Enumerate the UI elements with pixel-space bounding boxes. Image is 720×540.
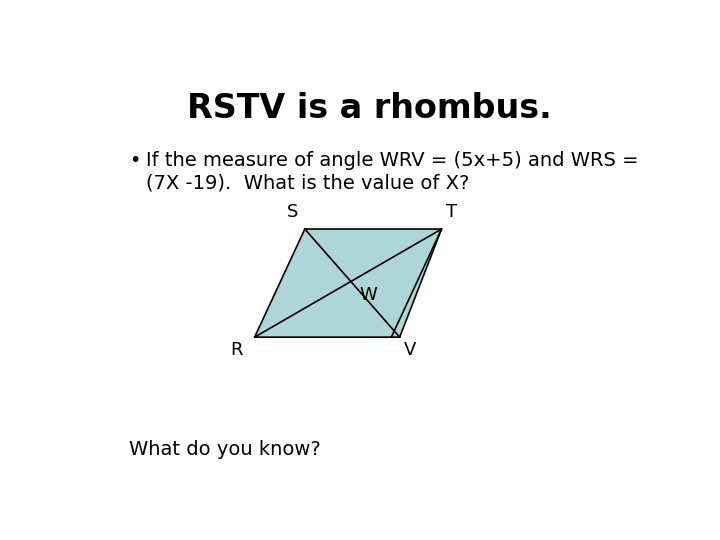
- Text: RSTV is a rhombus.: RSTV is a rhombus.: [186, 92, 552, 125]
- Polygon shape: [255, 229, 441, 337]
- Text: (7X -19).  What is the value of X?: (7X -19). What is the value of X?: [145, 174, 469, 193]
- Text: What do you know?: What do you know?: [129, 440, 321, 459]
- Text: R: R: [230, 341, 243, 359]
- Text: •: •: [129, 151, 140, 170]
- Text: T: T: [446, 202, 457, 221]
- Text: S: S: [287, 202, 298, 221]
- Text: W: W: [359, 286, 377, 303]
- Text: V: V: [404, 341, 416, 359]
- Text: If the measure of angle WRV = (5x+5) and WRS =: If the measure of angle WRV = (5x+5) and…: [145, 151, 639, 170]
